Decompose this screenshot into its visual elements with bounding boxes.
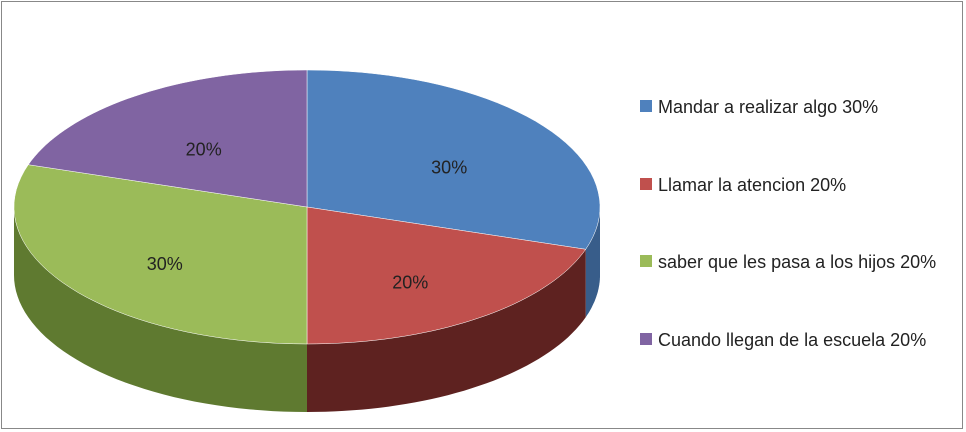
slice bbox=[27, 69, 308, 208]
legend-label: saber que les pasa a los hijos 20% bbox=[658, 252, 937, 272]
slice-side bbox=[14, 207, 307, 412]
data-label: 30% bbox=[431, 157, 467, 177]
legend-swatch bbox=[640, 178, 652, 190]
legend-label: Mandar a realizar algo 30% bbox=[658, 97, 879, 117]
slice-side bbox=[307, 249, 586, 412]
legend-swatch bbox=[640, 100, 652, 112]
slice bbox=[306, 69, 601, 250]
legend-item: Mandar a realizar algo 30% bbox=[640, 95, 964, 119]
slice-side bbox=[585, 207, 600, 318]
legend-item: Cuando llegan de la escuela 20% bbox=[640, 328, 964, 352]
legend-label: Llamar la atencion 20% bbox=[658, 175, 847, 195]
slice bbox=[306, 206, 587, 345]
legend-label: Cuando llegan de la escuela 20% bbox=[658, 330, 927, 350]
legend-item: saber que les pasa a los hijos 20% bbox=[640, 250, 964, 274]
data-label: 30% bbox=[147, 254, 183, 274]
legend-swatch bbox=[640, 255, 652, 267]
data-label: 20% bbox=[392, 272, 428, 292]
data-label: 20% bbox=[186, 139, 222, 159]
slice bbox=[13, 164, 308, 345]
legend-item: Llamar la atencion 20% bbox=[640, 173, 964, 197]
legend-swatch bbox=[640, 333, 652, 345]
